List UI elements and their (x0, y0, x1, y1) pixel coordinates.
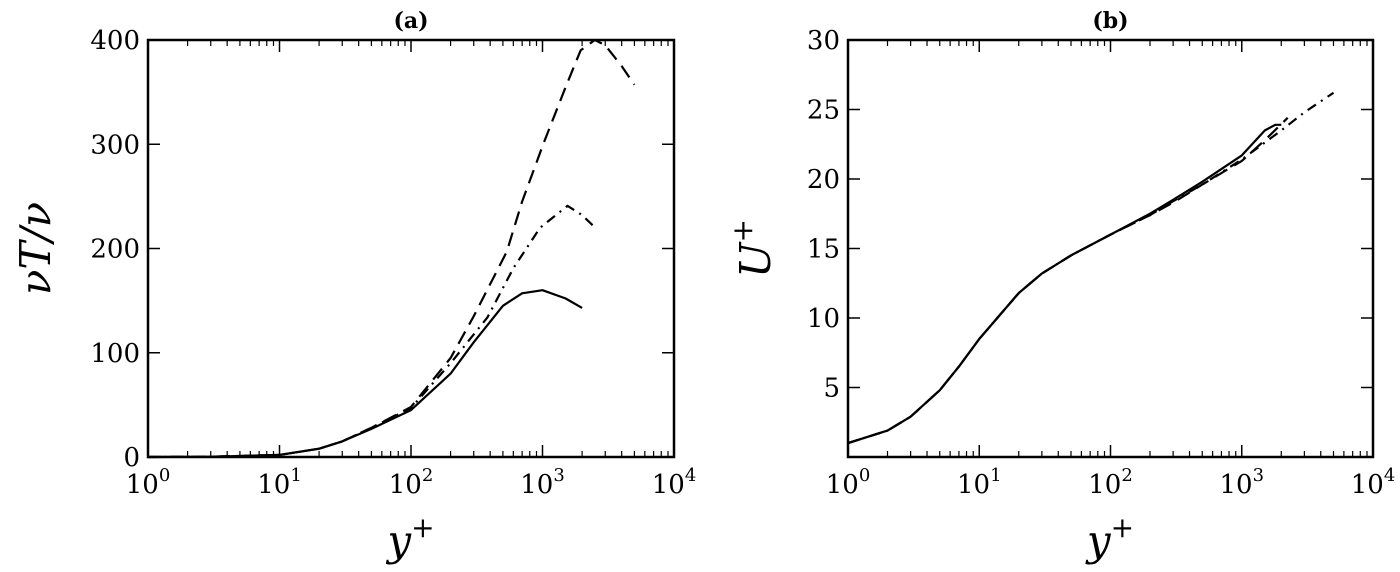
x-axis-label-base: y (385, 516, 412, 565)
x-axis-label-base: y (1085, 516, 1112, 565)
plot-frame (146, 38, 676, 459)
panel-title: (b) (1092, 8, 1128, 34)
series-dashed-line (147, 38, 636, 459)
series-solid-line (847, 123, 1282, 445)
y-tick-label: 25 (807, 96, 840, 126)
y-axis-label-base: U (731, 241, 780, 278)
x-axis-label: y+ (1085, 511, 1134, 565)
x-tick-label: 102 (389, 465, 434, 500)
x-tick-exponent: 2 (422, 465, 433, 486)
y-tick-label: 0 (123, 443, 140, 473)
x-tick-exponent: 4 (685, 465, 696, 486)
x-axis-label-sup: + (1111, 511, 1134, 544)
y-tick-label: 100 (90, 339, 140, 369)
series-solid-line (147, 289, 583, 459)
y-tick-label: 400 (90, 26, 140, 56)
x-tick-label: 101 (957, 465, 1002, 500)
x-tick-base: 10 (957, 470, 990, 500)
x-axis-label: y+ (385, 511, 434, 565)
series-dashed-line (847, 117, 1289, 445)
y-axis-label: νT/ν (11, 202, 60, 295)
x-tick-label: 104 (652, 465, 697, 500)
series-dashdot-line (147, 204, 597, 459)
y-tick-label: 200 (90, 235, 140, 265)
y-tick-label: 20 (807, 165, 840, 195)
x-tick-exponent: 1 (290, 465, 301, 486)
x-tick-label: 103 (1219, 465, 1264, 500)
x-tick-label: 102 (1088, 465, 1133, 500)
y-tick-label: 300 (90, 130, 140, 160)
y-tick-label: 10 (807, 304, 840, 334)
y-axis-label: U+ (726, 219, 780, 278)
y-tick-label: 5 (823, 374, 840, 404)
series-dashdot-line (847, 91, 1335, 445)
y-axis-label-sup: + (726, 219, 759, 242)
x-tick-base: 10 (652, 470, 685, 500)
y-tick-label: 15 (807, 235, 840, 265)
x-tick-base: 10 (126, 470, 159, 500)
x-tick-label: 103 (520, 465, 565, 500)
x-tick-base: 10 (389, 470, 422, 500)
panel-title: (a) (393, 8, 428, 34)
x-tick-label: 100 (126, 465, 171, 500)
x-tick-base: 10 (1088, 470, 1121, 500)
x-tick-exponent: 4 (1384, 465, 1395, 486)
x-tick-base: 10 (1219, 470, 1252, 500)
y-tick-label: 30 (807, 26, 840, 56)
x-tick-base: 10 (826, 470, 859, 500)
x-tick-base: 10 (257, 470, 290, 500)
x-tick-exponent: 0 (159, 465, 170, 486)
x-tick-exponent: 3 (553, 465, 564, 486)
x-tick-label: 104 (1351, 465, 1396, 500)
x-tick-label: 100 (826, 465, 871, 500)
plot-frame (846, 38, 1375, 459)
x-tick-base: 10 (1351, 470, 1384, 500)
x-axis-label-sup: + (411, 511, 434, 544)
x-tick-base: 10 (520, 470, 553, 500)
x-tick-exponent: 1 (990, 465, 1001, 486)
x-tick-exponent: 0 (859, 465, 870, 486)
x-tick-exponent: 3 (1253, 465, 1264, 486)
x-tick-exponent: 2 (1121, 465, 1132, 486)
x-tick-label: 101 (257, 465, 302, 500)
